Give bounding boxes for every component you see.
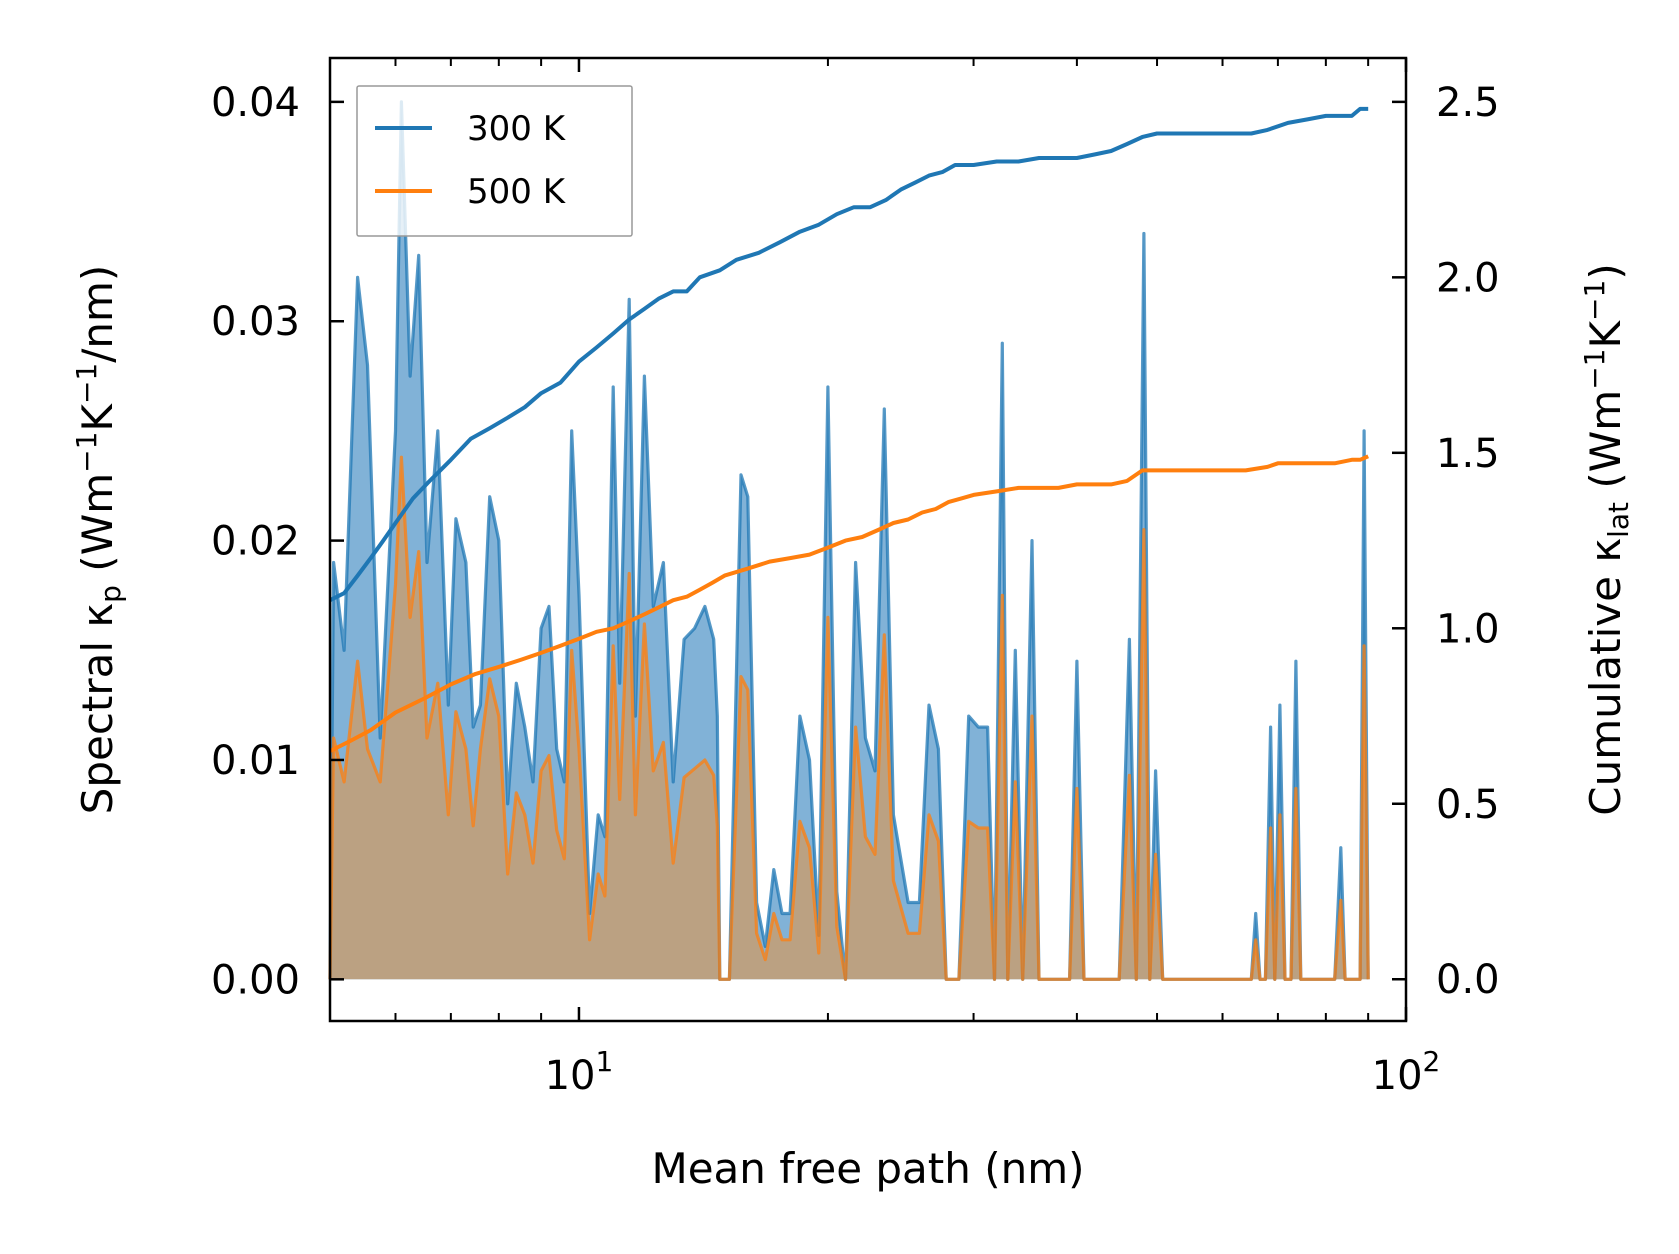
- y-right-tick-label: 1.0: [1436, 606, 1500, 652]
- legend: 300 K 500 K: [356, 85, 633, 237]
- x-axis-label: Mean free path (nm): [651, 1144, 1084, 1193]
- y-right-label-sup1: −1: [1578, 349, 1611, 390]
- spectral-fills: [330, 101, 1369, 980]
- y-left-label-unit-open: (Wm: [73, 473, 122, 585]
- y-right-label-unit-close: ): [1581, 263, 1630, 279]
- y-axis-right-label: Cumulative κlat (Wm−1K−1): [1578, 263, 1635, 815]
- legend-box: [356, 85, 633, 237]
- spectral-line-500k: [328, 455, 1370, 981]
- y-left-label-unit-close: /nm): [73, 265, 122, 363]
- y-right-tick-label: 0.0: [1436, 957, 1500, 1003]
- y-left-tick-label: 0.02: [211, 519, 300, 565]
- y-right-tick-label: 2.0: [1436, 255, 1500, 301]
- cumulative-line-300k: [329, 106, 1369, 602]
- y-right-label-unit-open: (Wm: [1581, 390, 1630, 502]
- y-right-label-main: Cumulative κ: [1581, 538, 1630, 816]
- y-left-label-mid: K: [73, 403, 122, 432]
- y-right-tick-label: 0.5: [1436, 782, 1500, 828]
- y-right-label-mid: K: [1581, 320, 1630, 349]
- x-tick-label: 102: [1372, 1045, 1441, 1099]
- y-right-tick-label: 2.5: [1436, 80, 1500, 126]
- y-left-label-sub: p: [94, 585, 127, 603]
- cumulative-line-500k: [329, 454, 1369, 753]
- y-left-tick-label: 0.00: [211, 957, 300, 1003]
- legend-label: 500 K: [467, 172, 567, 212]
- x-tick-label: 101: [545, 1045, 614, 1099]
- y-left-tick-label: 0.03: [211, 299, 300, 345]
- legend-label: 300 K: [467, 109, 567, 149]
- cumulative-lines: [329, 106, 1369, 753]
- axis-ticks: 0.00 0.01 0.02 0.03 0.04 0.0 0.5 1.0 1.5 2.0 2.5 10…: [211, 58, 1500, 1099]
- y-left-tick-label: 0.01: [211, 738, 300, 784]
- y-right-label-sub: lat: [1602, 502, 1635, 538]
- spectral-lines: [328, 100, 1370, 981]
- y-left-label-sup1: −1: [70, 432, 103, 473]
- y-left-tick-label: 0.04: [211, 80, 300, 126]
- y-left-label-sup2: −1: [70, 363, 103, 404]
- spectral-fill-500k: [330, 457, 1369, 980]
- y-left-label-main: Spectral κ: [73, 603, 122, 815]
- y-axis-left-label: Spectral κp (Wm−1K−1/nm): [70, 265, 127, 815]
- y-right-label-sup2: −1: [1578, 280, 1611, 321]
- y-right-tick-label: 1.5: [1436, 431, 1500, 477]
